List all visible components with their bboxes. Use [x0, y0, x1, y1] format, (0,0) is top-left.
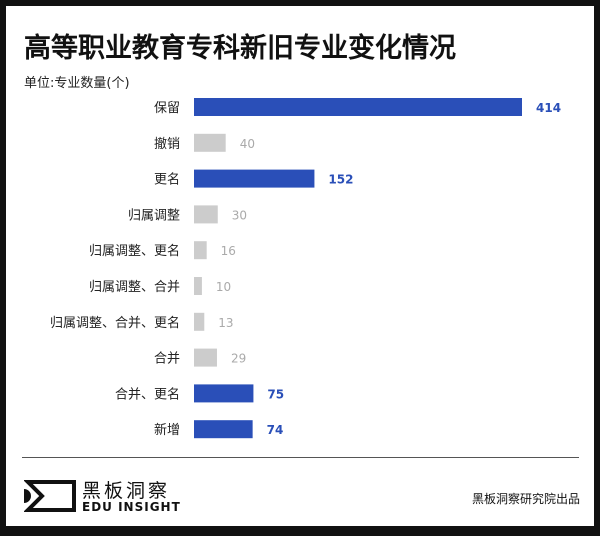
bar: [194, 348, 217, 367]
value-label: 13: [218, 316, 233, 330]
bar: [194, 205, 218, 224]
logo-text-en: EDU INSIGHT: [82, 500, 181, 514]
bar: [194, 277, 202, 295]
category-label: 归属调整、合并、更名: [50, 315, 180, 331]
edu-insight-logo-icon: [24, 480, 76, 512]
bar: [194, 169, 315, 188]
category-label: 撤销: [154, 136, 180, 152]
category-label: 新增: [154, 422, 180, 438]
value-label: 29: [231, 352, 246, 366]
bar: [194, 98, 522, 116]
category-label: 归属调整: [128, 208, 180, 223]
value-label: 30: [232, 208, 247, 222]
chart-card: 高等职业教育专科新旧专业变化情况 单位:专业数量(个) 保留 414 撤销 40 更名 1…: [6, 6, 594, 526]
category-label: 归属调整、合并: [89, 280, 180, 295]
value-label: 152: [328, 173, 353, 187]
unit-label: 单位:专业数量(个): [24, 76, 130, 91]
value-label: 414: [536, 101, 561, 115]
category-label: 合并: [154, 352, 180, 367]
divider: [22, 457, 579, 458]
bar: [194, 312, 205, 331]
category-label: 更名: [154, 172, 180, 188]
chart-title: 高等职业教育专科新旧专业变化情况: [24, 33, 456, 64]
category-label: 合并、更名: [115, 386, 180, 402]
value-label: 16: [221, 244, 236, 258]
value-label: 10: [216, 280, 231, 294]
value-label: 75: [267, 387, 284, 401]
logo-text-cn: 黑板洞察: [82, 480, 171, 502]
value-label: 74: [267, 423, 284, 437]
bar: [194, 420, 253, 439]
category-label: 归属调整、更名: [89, 243, 180, 259]
bar: [194, 384, 254, 403]
category-label: 保留: [154, 101, 180, 116]
bar: [194, 133, 226, 152]
bar: [194, 241, 207, 260]
credit-text: 黑板洞察研究院出品: [471, 492, 580, 506]
value-label: 40: [240, 137, 255, 151]
bar-chart: 保留 414 撤销 40 更名 152 归属调整 30 归属调整、更名 16 归属调整、合并 10 归属…: [50, 98, 561, 439]
